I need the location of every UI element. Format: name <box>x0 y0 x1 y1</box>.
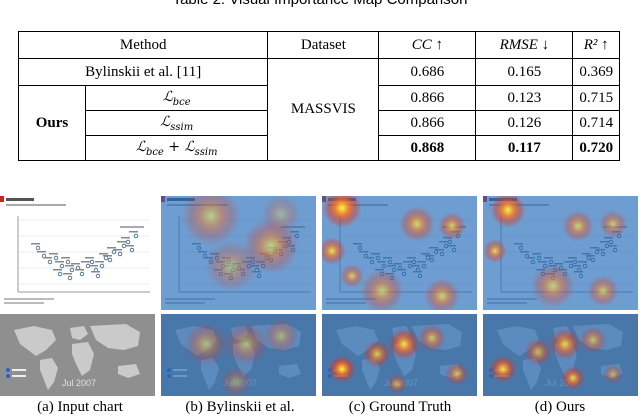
ours-label: Ours <box>18 85 86 161</box>
ground-truth-scatter-map <box>322 196 477 310</box>
header-method: Method <box>17 31 269 59</box>
ours-scatter-map <box>483 196 638 310</box>
input-scatter-chart <box>0 196 155 310</box>
ours-bce-method: ℒbce <box>84 85 269 111</box>
dataset-cell: MASSVIS <box>267 58 380 161</box>
baseline-r2: 0.369 <box>572 58 620 86</box>
bylinskii-scatter-map <box>161 196 316 310</box>
ground-truth-world-map: Jul 2007 <box>322 314 477 396</box>
ours-both-r2: 0.720 <box>572 135 620 161</box>
subcaption-ours: (d) Ours <box>534 399 586 415</box>
bylinskii-world-map: Jul 2007 <box>161 314 316 396</box>
ours-bce-r2: 0.715 <box>572 85 620 111</box>
ours-both-method: ℒbce + ℒssim <box>84 135 269 161</box>
baseline-cc: 0.686 <box>378 58 477 86</box>
baseline-rmse: 0.165 <box>475 58 574 86</box>
table-header-row: Method Dataset CC ↑ RMSE ↓ R² ↑ <box>17 31 620 59</box>
ours-ssim-cc: 0.866 <box>378 110 477 136</box>
ours-ssim-rmse: 0.126 <box>475 110 574 136</box>
subcaption-input: (a) Input chart <box>37 399 123 415</box>
table-row-baseline: Bylinskii et al. [11] MASSVIS 0.686 0.16… <box>17 58 620 161</box>
header-r2: R² ↑ <box>572 31 620 59</box>
table-row-ours-bce: Ours ℒbce 0.866 0.123 0.715 <box>18 85 620 161</box>
ours-bce-rmse: 0.123 <box>475 85 574 111</box>
ours-ssim-r2: 0.714 <box>572 110 620 136</box>
ours-both-cc: 0.868 <box>378 135 477 161</box>
ours-world-map: Jul 2007 <box>483 314 638 396</box>
input-world-map: Jul 2007 <box>0 314 155 396</box>
header-dataset: Dataset <box>267 31 380 59</box>
baseline-method: Bylinskii et al. [11] <box>17 58 269 86</box>
ours-ssim-method: ℒssim <box>84 110 269 136</box>
comparison-figure: Jul 2007 Jul 2007 Jul 2007 Jul 2007 (a) … <box>0 196 640 420</box>
ours-both-rmse: 0.117 <box>475 135 574 161</box>
header-rmse: RMSE ↓ <box>475 31 574 59</box>
subcaption-ground-truth: (c) Ground Truth <box>348 399 452 415</box>
subcaption-bylinskii: (b) Bylinskii et al. <box>185 399 295 415</box>
ours-bce-cc: 0.866 <box>378 85 477 111</box>
header-cc: CC ↑ <box>378 31 477 59</box>
svg-text:Jul 2007: Jul 2007 <box>62 378 96 388</box>
table-caption: Table 2: Visual Importance Map Compariso… <box>0 0 640 8</box>
table-row-ours-both: ℒbce + ℒssim 0.868 0.117 0.720 <box>19 135 620 161</box>
comparison-table: Method Dataset CC ↑ RMSE ↓ R² ↑ Bylinski… <box>17 31 620 161</box>
